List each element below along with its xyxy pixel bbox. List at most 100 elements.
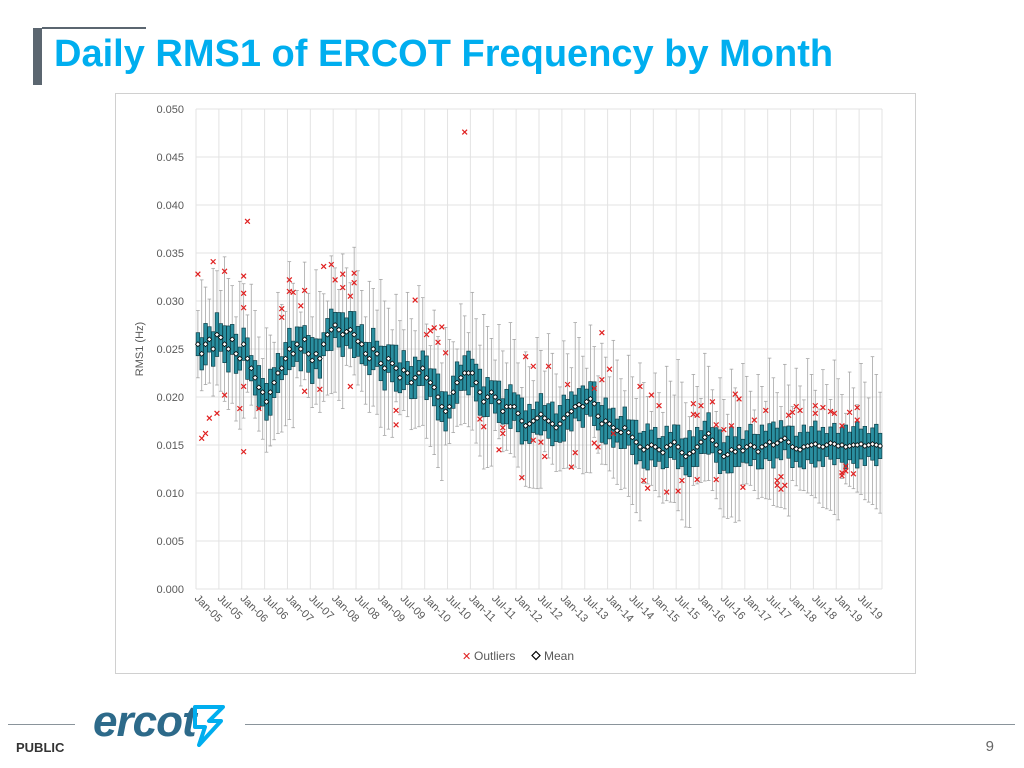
box-month: [691, 374, 696, 486]
outlier-marker: [854, 417, 861, 423]
mean-marker: [694, 444, 701, 450]
box-month: [622, 390, 627, 489]
box-month: [512, 338, 517, 458]
mean-marker: [282, 355, 289, 362]
mean-marker: [762, 442, 769, 448]
box-month: [462, 315, 467, 424]
mean-marker: [431, 384, 438, 391]
box-month: [634, 398, 639, 514]
box-month: [569, 367, 574, 469]
outlier-marker: [827, 408, 834, 415]
box-month: [580, 355, 585, 475]
mean-marker: [198, 350, 205, 357]
mean-marker: [732, 448, 739, 455]
outlier-marker: [328, 261, 335, 268]
mean-marker: [751, 444, 758, 450]
box-month: [439, 362, 444, 481]
box-month: [870, 356, 875, 505]
outlier-marker: [278, 305, 285, 312]
box-month: [390, 329, 395, 438]
outlier-marker: [694, 412, 700, 419]
box-month: [352, 246, 357, 376]
outlier-marker: [290, 289, 297, 296]
mean-marker: [332, 322, 339, 328]
mean-marker: [679, 449, 685, 456]
outlier-marker: [812, 402, 819, 409]
mean-marker: [370, 346, 377, 352]
box-month: [378, 278, 383, 428]
mean-marker: [705, 430, 712, 437]
mean-marker: [739, 447, 746, 454]
mean-marker: [534, 415, 540, 422]
outlier-marker: [721, 426, 727, 433]
mean-marker: [324, 331, 331, 338]
y-tick-label: 0.050: [156, 104, 184, 116]
mean-marker: [831, 441, 838, 447]
outlier-marker: [195, 271, 201, 277]
mean-marker: [229, 336, 236, 343]
box-month: [523, 351, 528, 487]
outlier-marker: [438, 324, 445, 330]
mean-marker: [526, 420, 533, 427]
mean-marker: [576, 401, 582, 408]
outlier-marker: [538, 439, 544, 445]
mean-marker: [316, 355, 323, 362]
mean-marker: [484, 394, 491, 400]
box-month: [424, 323, 429, 439]
box-month: [508, 322, 513, 455]
box-month: [233, 316, 239, 422]
outlier-marker: [854, 404, 861, 411]
mean-marker: [290, 350, 297, 357]
mean-marker: [492, 394, 499, 400]
box-month: [264, 327, 269, 453]
box-month: [336, 289, 342, 401]
outlier-marker: [606, 366, 613, 372]
y-tick-label: 0.035: [156, 248, 184, 260]
outlier-marker: [842, 468, 849, 474]
mean-marker: [545, 418, 552, 424]
mean-marker: [499, 408, 506, 415]
outlier-marker: [317, 386, 323, 393]
mean-marker: [206, 336, 213, 343]
box-month: [538, 350, 544, 489]
legend-mean-marker: [531, 650, 541, 661]
outlier-marker: [789, 409, 796, 416]
mean-marker: [355, 338, 361, 345]
mean-marker: [233, 350, 239, 357]
outlier-marker: [442, 350, 449, 356]
mean-marker: [454, 379, 460, 386]
box-month: [283, 311, 288, 427]
y-tick-label: 0.030: [156, 296, 184, 308]
mean-marker: [587, 396, 594, 402]
mean-marker: [217, 334, 224, 341]
outlier-marker: [427, 327, 434, 334]
box-month: [454, 348, 460, 427]
mean-marker: [427, 379, 434, 386]
mean-marker: [343, 328, 350, 335]
mean-marker: [309, 357, 316, 364]
outlier-marker: [297, 302, 304, 309]
box-month: [241, 283, 246, 419]
mean-marker: [720, 453, 727, 460]
mean-marker: [820, 444, 826, 450]
mean-marker: [252, 374, 258, 381]
mean-marker: [511, 403, 518, 410]
outlier-marker: [393, 407, 399, 414]
mean-marker: [652, 444, 659, 450]
mean-marker: [637, 444, 643, 450]
mean-marker: [255, 384, 262, 391]
mean-marker: [785, 439, 792, 446]
mean-marker: [435, 394, 441, 400]
box-month: [664, 365, 669, 502]
y-tick-label: 0.020: [156, 392, 184, 404]
mean-marker: [438, 403, 445, 410]
box-month: [210, 267, 216, 397]
mean-marker: [663, 444, 670, 450]
mean-marker: [248, 365, 255, 372]
logo-bolt-icon: [193, 705, 225, 747]
outlier-marker: [339, 271, 346, 277]
mean-marker: [202, 341, 209, 348]
footer-rule-left: [8, 724, 75, 725]
outlier-marker: [198, 435, 205, 442]
mean-marker: [236, 355, 243, 362]
